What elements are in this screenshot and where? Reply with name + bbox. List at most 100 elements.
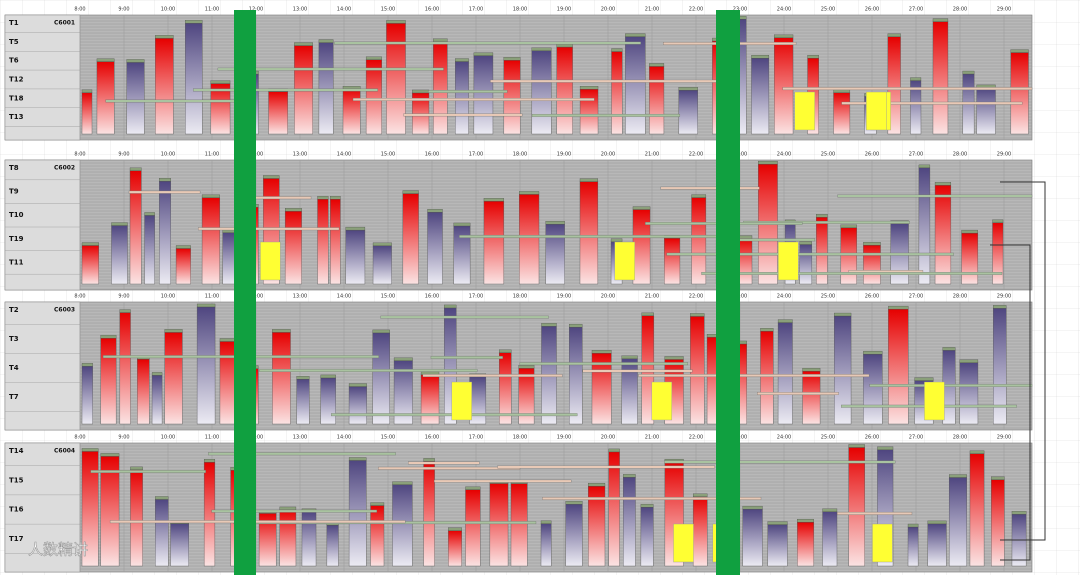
time-label: 10:00	[161, 435, 175, 441]
bar-cap	[591, 350, 612, 354]
time-label: 9:00	[118, 435, 129, 441]
bar-cap	[932, 18, 949, 22]
schedule-bar	[296, 378, 310, 425]
schedule-bar	[170, 523, 189, 567]
note-box	[651, 381, 673, 421]
schedule-bar	[948, 477, 967, 567]
time-label: 13:00	[293, 435, 307, 441]
transfer-line	[782, 87, 1033, 91]
transfer-line	[638, 374, 870, 377]
row-label: T6	[9, 57, 19, 65]
bar-cap	[690, 313, 705, 317]
schedule-bar	[767, 524, 788, 567]
time-label: 24:00	[777, 152, 791, 158]
bar-cap	[499, 349, 512, 353]
bar-cap	[330, 195, 341, 200]
time-label: 19:00	[557, 152, 571, 158]
time-label: 19:00	[557, 294, 571, 300]
time-label: 18:00	[513, 152, 527, 158]
row-label: T19	[9, 235, 24, 243]
schedule-bar	[100, 337, 117, 425]
bar-cap	[372, 242, 392, 246]
schedule-bar	[81, 92, 93, 135]
schedule-bar	[797, 521, 815, 567]
schedule-bar	[272, 332, 291, 425]
bar-cap	[81, 89, 93, 93]
schedule-bar	[345, 229, 366, 285]
schedule-bar	[774, 37, 794, 135]
panel-name: C6001	[54, 20, 75, 27]
bar-cap	[412, 89, 430, 94]
watermark: 人数精讲	[28, 541, 88, 559]
transfer-line	[459, 235, 722, 238]
bar-cap	[100, 453, 120, 457]
bar-cap	[914, 377, 934, 381]
schedule-bar	[155, 38, 174, 135]
time-label: 21:00	[645, 152, 659, 158]
note-box	[872, 523, 893, 563]
time-label: 16:00	[425, 294, 439, 300]
schedule-bar	[279, 509, 297, 567]
bar-cap	[318, 39, 334, 43]
schedule-bar	[81, 245, 100, 285]
bar-cap	[610, 238, 623, 242]
time-label: 14:00	[337, 435, 351, 441]
schedule-bar	[632, 209, 651, 285]
schedule-bar	[489, 483, 509, 567]
bar-cap	[887, 33, 901, 37]
time-label: 15:00	[381, 435, 395, 441]
schedule-bar	[840, 227, 857, 285]
note-box	[673, 523, 694, 563]
bar-cap	[959, 359, 979, 363]
transfer-line	[664, 460, 896, 464]
schedule-bar	[81, 366, 93, 425]
bar-cap	[285, 208, 302, 212]
bar-cap	[392, 481, 413, 485]
connector	[990, 244, 1031, 561]
bar-cap	[402, 190, 419, 194]
note-box	[794, 91, 815, 131]
time-label: 18:00	[513, 435, 527, 441]
time-label: 24:00	[777, 294, 791, 300]
schedule-bar	[760, 330, 774, 425]
bar-cap	[760, 328, 774, 332]
schedule-bar	[423, 461, 435, 567]
schedule-bar	[473, 55, 494, 135]
bar-cap	[664, 356, 684, 360]
bar-cap	[372, 329, 390, 334]
bar-cap	[320, 374, 336, 379]
bar-cap	[427, 209, 443, 213]
schedule-bar	[268, 91, 288, 135]
transfer-line	[841, 101, 1023, 105]
panel-name: C6003	[54, 307, 75, 314]
bar-cap	[263, 175, 280, 179]
schedule-bar	[144, 215, 155, 285]
schedule-bar	[129, 170, 142, 285]
time-label: 18:00	[513, 7, 527, 13]
transfer-line	[408, 461, 480, 465]
schedule-bar	[822, 511, 838, 567]
schedule-bar	[185, 23, 203, 135]
time-label: 27:00	[909, 435, 923, 441]
schedule-bar	[130, 469, 143, 567]
bar-cap	[797, 518, 814, 523]
schedule-bar	[802, 370, 821, 425]
schedule-bar	[348, 386, 367, 425]
schedule-bar	[565, 504, 583, 567]
bar-cap	[503, 57, 521, 61]
schedule-bar	[201, 197, 221, 285]
bar-cap	[816, 214, 828, 218]
bar-cap	[742, 505, 763, 510]
time-label: 11:00	[205, 294, 219, 300]
transfer-line	[497, 465, 715, 469]
note-box	[866, 91, 887, 131]
bar-cap	[219, 338, 237, 342]
bar-cap	[155, 496, 169, 500]
schedule-bar	[126, 62, 145, 135]
transfer-line	[666, 252, 954, 256]
bar-cap	[848, 444, 865, 448]
row-label: T14	[9, 447, 24, 455]
schedule-bar	[863, 244, 881, 285]
schedule-bar	[848, 447, 865, 567]
bar-cap	[296, 376, 310, 380]
